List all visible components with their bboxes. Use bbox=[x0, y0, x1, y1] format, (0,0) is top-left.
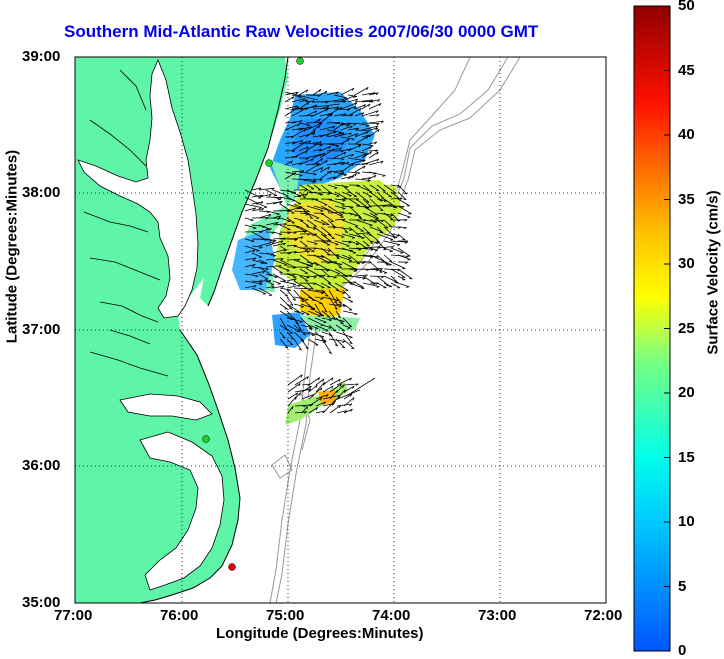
pamlico-sound bbox=[139, 431, 225, 591]
station-marker bbox=[228, 563, 236, 571]
station-marker bbox=[296, 57, 304, 65]
y-tick-label: 39:00 bbox=[22, 48, 61, 65]
velocity-arrows bbox=[244, 86, 413, 414]
colorbar-tick-label: 45 bbox=[678, 62, 695, 79]
delmarva-peninsula bbox=[165, 57, 288, 306]
x-tick-label: 74:00 bbox=[372, 607, 411, 624]
bathymetry-contours bbox=[269, 57, 521, 603]
river-lines bbox=[83, 69, 169, 377]
colorbar-tick-label: 40 bbox=[678, 126, 695, 143]
y-tick-label: 37:00 bbox=[22, 321, 61, 338]
y-tick-label: 35:00 bbox=[22, 594, 61, 611]
colorbar-tick-label: 30 bbox=[678, 255, 695, 272]
colorbar-tick-label: 25 bbox=[678, 320, 695, 337]
colorbar-tick-label: 50 bbox=[678, 0, 695, 14]
y-axis-label: Latitude (Degrees:Minutes) bbox=[3, 149, 21, 344]
chesapeake-bay bbox=[77, 58, 199, 319]
colorbar-tick-label: 35 bbox=[678, 191, 695, 208]
x-tick-label: 73:00 bbox=[478, 607, 517, 624]
colorbar-tick-label: 15 bbox=[678, 449, 695, 466]
colorbar-tick-label: 10 bbox=[678, 513, 695, 530]
x-tick-label: 76:00 bbox=[160, 607, 199, 624]
map-title: Southern Mid-Atlantic Raw Velocities 200… bbox=[64, 22, 539, 41]
colorbar-tick-label: 20 bbox=[678, 384, 695, 401]
albemarle-sound bbox=[119, 393, 213, 421]
plot-frame bbox=[74, 56, 607, 604]
x-axis-label: Longitude (Degrees:Minutes) bbox=[216, 625, 424, 642]
station-marker bbox=[265, 159, 273, 167]
colorbar-label: Surface Velocity (cm/s) bbox=[704, 190, 722, 355]
grid-lines bbox=[75, 57, 606, 603]
coastline bbox=[139, 57, 289, 603]
station-marker bbox=[202, 435, 210, 443]
colorbar-ticks bbox=[664, 5, 670, 652]
x-tick-label: 75:00 bbox=[266, 607, 305, 624]
x-tick-label: 72:00 bbox=[584, 607, 623, 624]
colorbar-tick-label: 5 bbox=[678, 578, 687, 595]
colorbar-tick-label: 0 bbox=[678, 642, 687, 659]
y-tick-label: 38:00 bbox=[22, 184, 61, 201]
y-tick-label: 36:00 bbox=[22, 457, 61, 474]
x-tick-label: 77:00 bbox=[54, 607, 93, 624]
